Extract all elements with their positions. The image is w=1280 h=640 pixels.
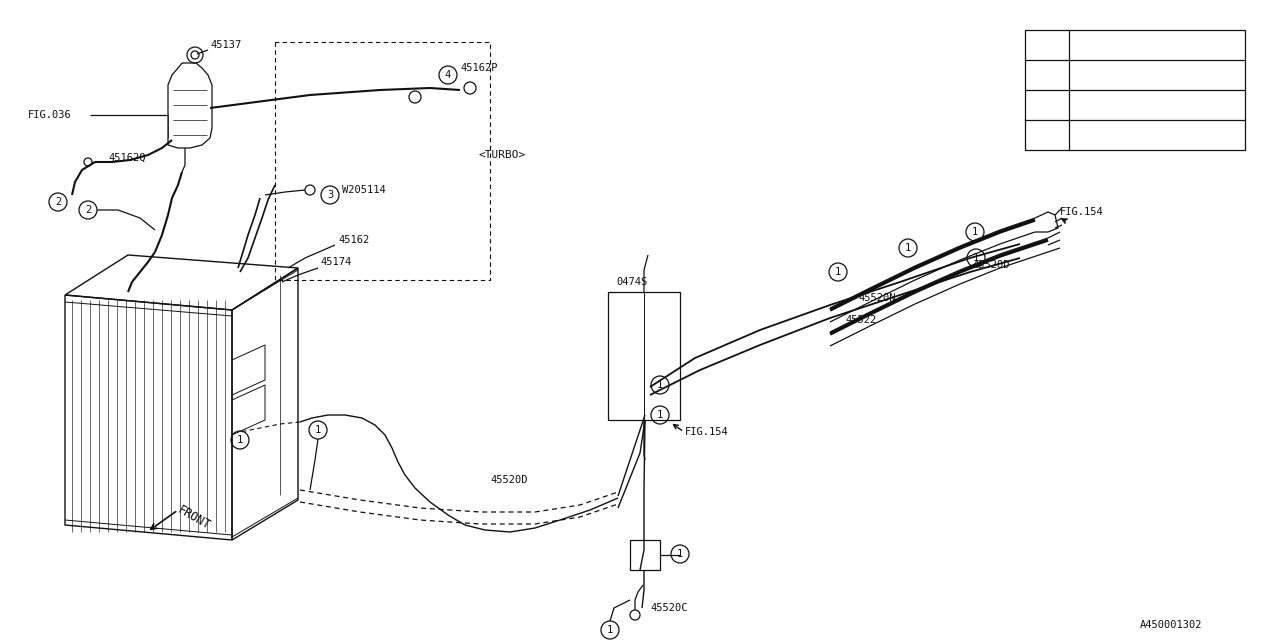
Text: 45520N: 45520N (858, 293, 896, 303)
Text: 0923S*A: 0923S*A (1079, 99, 1129, 111)
Text: 45162Q: 45162Q (108, 153, 146, 163)
Text: <TURBO>: <TURBO> (477, 150, 525, 160)
Text: FIG.154: FIG.154 (685, 427, 728, 437)
Text: W205114: W205114 (342, 185, 385, 195)
Text: 0474S: 0474S (616, 277, 648, 287)
Text: 2: 2 (84, 205, 91, 215)
Text: 1: 1 (607, 625, 613, 635)
Text: FRONT: FRONT (175, 504, 212, 532)
Text: 1: 1 (315, 425, 321, 435)
Text: A450001302: A450001302 (1140, 620, 1202, 630)
Text: 4: 4 (445, 70, 451, 80)
Text: F91801: F91801 (1079, 68, 1121, 81)
Text: 2: 2 (1043, 68, 1051, 81)
Text: 45162: 45162 (338, 235, 369, 245)
Text: 45522: 45522 (845, 315, 877, 325)
Text: 1: 1 (835, 267, 841, 277)
Bar (1025, 30, 1245, 150)
Text: 4: 4 (1043, 129, 1051, 141)
Text: 1: 1 (657, 410, 663, 420)
Text: FIG.036: FIG.036 (28, 110, 72, 120)
Text: 45520D: 45520D (490, 475, 527, 485)
Text: 45137: 45137 (210, 40, 241, 50)
Text: W170062: W170062 (1079, 38, 1129, 51)
Text: 3: 3 (1043, 99, 1051, 111)
Text: 1: 1 (657, 380, 663, 390)
Text: 3: 3 (326, 190, 333, 200)
Text: 1: 1 (1043, 38, 1051, 51)
Text: 1: 1 (905, 243, 911, 253)
Text: 0923S*B: 0923S*B (1079, 129, 1129, 141)
Text: 1: 1 (237, 435, 243, 445)
Text: 45520D: 45520D (972, 260, 1010, 270)
Text: 2: 2 (55, 197, 61, 207)
Text: 45520C: 45520C (650, 603, 687, 613)
Text: 45174: 45174 (320, 257, 351, 267)
Text: 1: 1 (973, 253, 979, 263)
Text: 45162P: 45162P (460, 63, 498, 73)
Text: 1: 1 (677, 549, 684, 559)
Text: FIG.154: FIG.154 (1060, 207, 1103, 217)
Text: 1: 1 (972, 227, 978, 237)
